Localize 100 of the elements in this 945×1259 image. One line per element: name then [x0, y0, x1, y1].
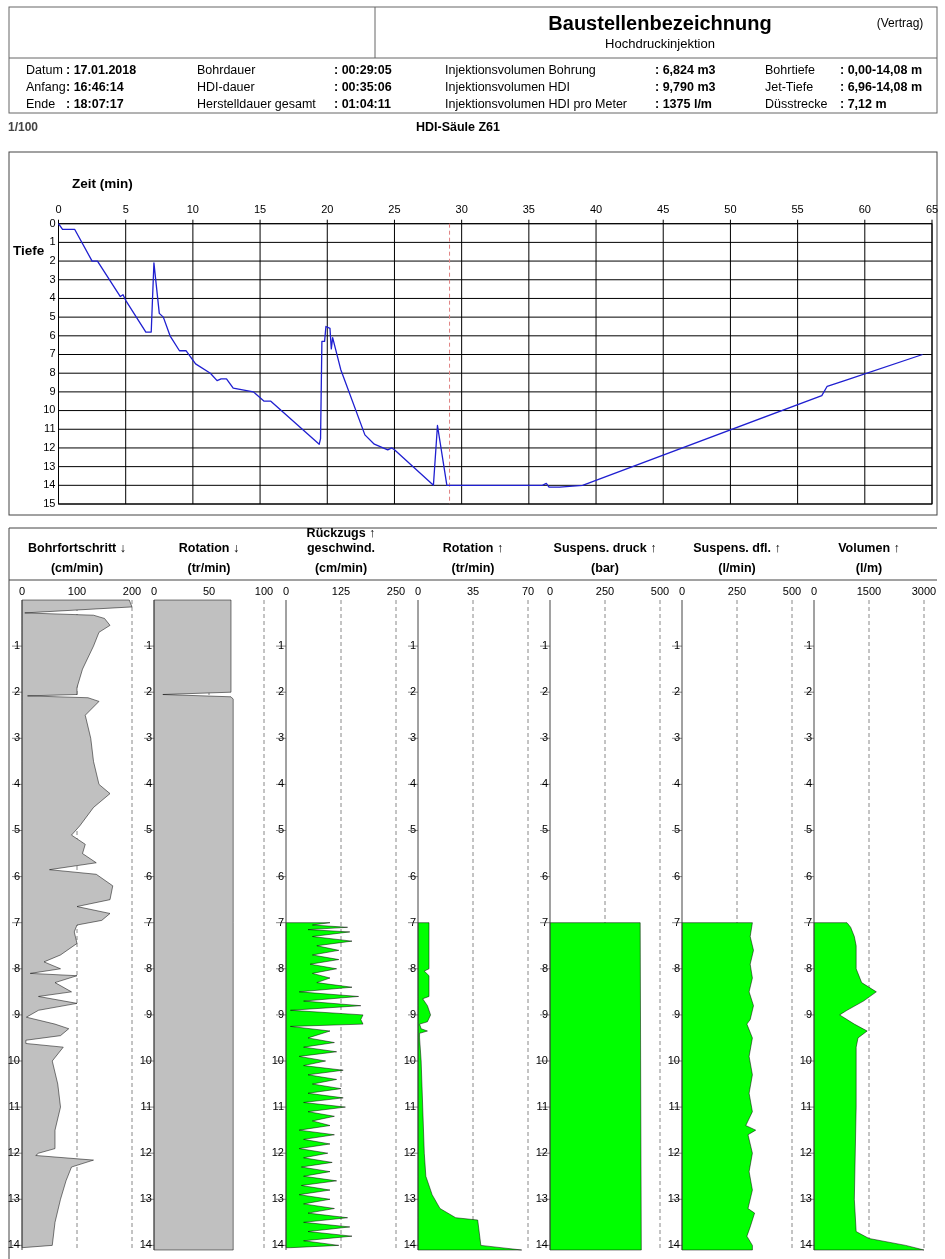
- x-tick-label: 50: [202, 584, 216, 597]
- y-tick-label: 1: [805, 639, 812, 652]
- text: : 00:29:05: [334, 63, 392, 77]
- x-axis-title: (cm/min): [314, 561, 368, 575]
- y-tick-label: 13: [139, 1192, 152, 1205]
- y-tick-label: 8: [673, 961, 680, 974]
- x-tick-label: 15: [253, 203, 267, 215]
- x-tick-label: 55: [791, 203, 804, 215]
- y-tick-label: 3: [541, 731, 548, 744]
- y-tick-label: 12: [403, 1146, 416, 1159]
- text: HDI-Säule Z61: [415, 120, 501, 134]
- text: Düsstrecke: [765, 97, 828, 111]
- y-tick-label: 5: [673, 823, 680, 836]
- y-tick-label: 4: [673, 777, 680, 790]
- y-tick-label: 0: [49, 216, 56, 229]
- y-tick-label: 3: [673, 731, 680, 744]
- y-tick-label: 8: [277, 961, 284, 974]
- text: : 01:04:11: [334, 97, 392, 111]
- x-axis-title: Zeit (min): [72, 176, 133, 191]
- chart-title: Volumen ↑: [838, 541, 900, 555]
- y-tick-label: 1: [409, 639, 416, 652]
- y-tick-label: 5: [541, 823, 548, 836]
- text: Injektionsvolumen HDI: [445, 80, 571, 94]
- y-axis-title: Tiefe: [13, 243, 45, 258]
- y-tick-label: 14: [139, 1238, 152, 1251]
- y-tick-label: 1: [673, 639, 680, 652]
- text: : 16:46:14: [66, 80, 124, 94]
- y-tick-label: 5: [145, 823, 152, 836]
- y-tick-label: 1: [277, 639, 284, 652]
- text: : 6,96-14,08 m: [840, 80, 922, 94]
- text: Herstelldauer gesamt: [197, 97, 317, 111]
- y-tick-label: 7: [277, 915, 284, 928]
- y-tick-label: 12: [7, 1146, 20, 1159]
- x-tick-label: 50: [724, 203, 737, 215]
- y-tick-label: 11: [140, 1100, 152, 1112]
- x-tick-label: 500: [782, 584, 802, 597]
- y-tick-label: 4: [409, 777, 416, 790]
- line-series: [57, 223, 924, 488]
- x-tick-label: 35: [466, 584, 480, 597]
- y-tick-label: 5: [49, 310, 56, 323]
- y-tick-label: 11: [8, 1100, 20, 1112]
- chart-title: Bohrfortschritt ↓: [28, 541, 126, 555]
- y-tick-label: 2: [277, 685, 284, 698]
- y-tick-label: 6: [49, 328, 56, 341]
- text: Injektionsvolumen Bohrung: [445, 63, 596, 77]
- y-tick-label: 9: [13, 1007, 20, 1020]
- y-tick-label: 11: [44, 422, 56, 435]
- text: : 1375 l/m: [655, 97, 712, 111]
- x-tick-label: 250: [386, 584, 406, 597]
- x-tick-label: 10: [186, 203, 200, 215]
- y-tick-label: 10: [43, 403, 56, 416]
- y-tick-label: 13: [43, 459, 56, 472]
- y-tick-label: 12: [799, 1146, 812, 1159]
- y-tick-label: 2: [145, 685, 152, 698]
- x-axis-title: (l/m): [855, 561, 883, 575]
- y-tick-label: 14: [43, 478, 56, 491]
- text: : 00:35:06: [334, 80, 392, 94]
- chart-title: Rotation ↑: [442, 541, 504, 555]
- text: Baustellenbezeichnung: [548, 12, 772, 34]
- y-tick-label: 15: [43, 496, 56, 509]
- y-tick-label: 3: [145, 731, 152, 744]
- text: Datum: [26, 63, 63, 77]
- y-tick-label: 10: [535, 1053, 548, 1066]
- y-tick-label: 7: [49, 347, 56, 360]
- y-tick-label: 9: [277, 1007, 284, 1020]
- x-tick-label: 250: [595, 584, 615, 597]
- y-tick-label: 1: [49, 235, 56, 248]
- y-tick-label: 12: [43, 440, 56, 453]
- text: : 6,824 m3: [655, 63, 716, 77]
- y-tick-label: 12: [139, 1146, 152, 1159]
- y-tick-label: 6: [145, 869, 152, 882]
- y-tick-label: 9: [145, 1007, 152, 1020]
- y-tick-label: 3: [13, 731, 20, 744]
- y-tick-label: 14: [667, 1238, 680, 1251]
- y-tick-label: 14: [535, 1238, 548, 1251]
- y-tick-label: 14: [271, 1238, 284, 1251]
- text: Ende: [26, 97, 56, 111]
- y-tick-label: 10: [403, 1053, 416, 1066]
- x-tick-label: 70: [521, 584, 535, 597]
- y-tick-label: 6: [805, 869, 812, 882]
- x-tick-label: 25: [388, 203, 401, 215]
- x-tick-label: 500: [650, 584, 670, 597]
- text: : 18:07:17: [66, 97, 124, 111]
- text: Bohrdauer: [197, 63, 256, 77]
- y-tick-label: 8: [145, 961, 152, 974]
- y-tick-label: 14: [403, 1238, 416, 1251]
- x-axis-title: (l/min): [718, 561, 756, 575]
- y-tick-label: 8: [805, 961, 812, 974]
- y-tick-label: 5: [805, 823, 812, 836]
- x-tick-label: 125: [331, 584, 351, 597]
- chart-title: Suspens. dfl. ↑: [693, 541, 781, 555]
- text: : 7,12 m: [840, 97, 887, 111]
- y-tick-label: 4: [277, 777, 284, 790]
- y-tick-label: 6: [277, 869, 284, 882]
- y-tick-label: 2: [673, 685, 680, 698]
- y-tick-label: 9: [673, 1007, 680, 1020]
- y-tick-label: 5: [13, 823, 20, 836]
- y-tick-label: 11: [536, 1100, 548, 1112]
- x-tick-label: 200: [122, 584, 142, 597]
- y-tick-label: 11: [404, 1100, 416, 1112]
